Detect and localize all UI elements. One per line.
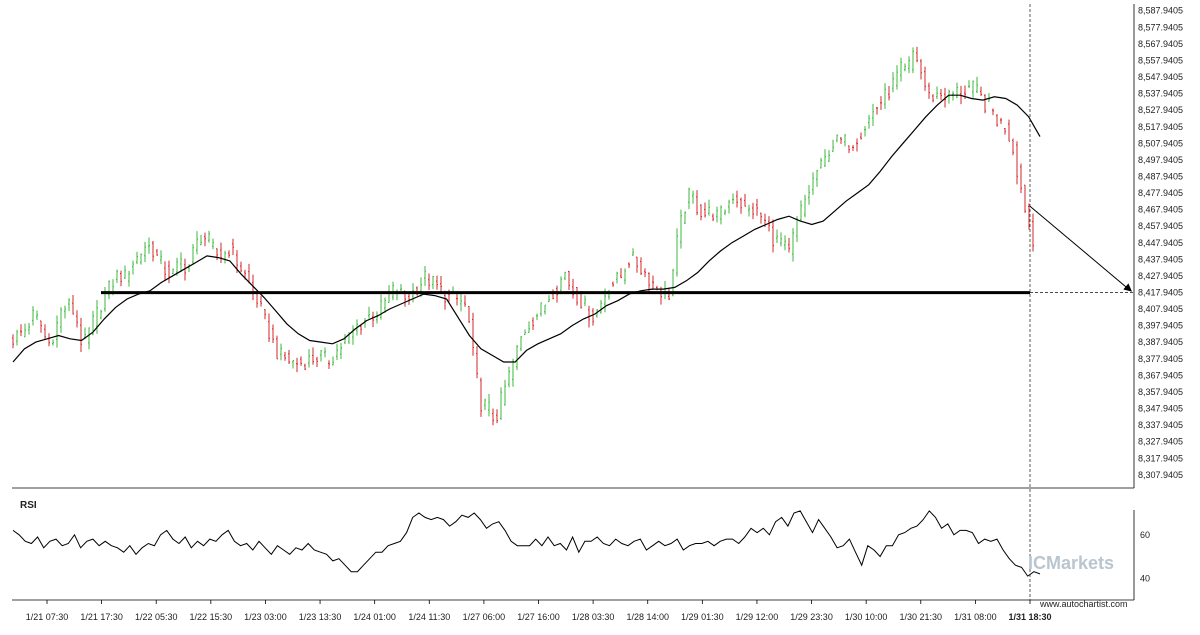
time-tick-label: 1/24 11:30 [408,612,450,622]
price-tick-label: 8,327.9405 [1138,437,1183,447]
price-tick-label: 8,547.9405 [1138,72,1183,82]
price-tick-label: 8,457.9405 [1138,221,1183,231]
time-tick-label: 1/23 13:30 [299,612,342,622]
brand-watermark: ICMarkets [1028,553,1114,573]
price-tick-label: 8,317.9405 [1138,453,1183,463]
brand-link[interactable]: www.autochartist.com [1039,599,1128,609]
rsi-line [12,510,1041,577]
moving-average-line [12,94,1041,363]
price-tick-label: 8,467.9405 [1138,205,1183,215]
time-tick-label: 1/21 17:30 [80,612,123,622]
price-axis-labels: 8,587.9405 8,577.9405 8,567.9405 8,557.9405… [1138,6,1183,480]
forecast-arrow-head [1123,283,1132,292]
time-tick-label: 1/30 10:00 [845,612,888,622]
price-tick-label: 8,377.9405 [1138,354,1183,364]
time-tick-label: 1/24 01:00 [353,612,396,622]
time-tick-label: 1/29 12:00 [736,612,779,622]
price-tick-label: 8,307.9405 [1138,470,1183,480]
price-tick-label: 8,447.9405 [1138,238,1183,248]
price-tick-label: 8,387.9405 [1138,337,1183,347]
price-tick-label: 8,557.9405 [1138,55,1183,65]
price-tick-label: 8,417.9405 [1138,288,1183,298]
price-tick-label: 8,477.9405 [1138,188,1183,198]
price-tick-label: 8,347.9405 [1138,404,1183,414]
forecast-arrow [1029,205,1129,289]
price-tick-label: 8,397.9405 [1138,321,1183,331]
time-tick-label: 1/22 05:30 [135,612,178,622]
time-tick-label: 1/23 03:00 [244,612,287,622]
time-axis-labels: 1/21 07:30 1/21 17:30 1/22 05:30 1/22 15:30… [26,600,1052,622]
price-tick-label: 8,567.9405 [1138,39,1183,49]
price-tick-label: 8,497.9405 [1138,155,1183,165]
time-tick-label: 1/21 07:30 [26,612,69,622]
time-tick-label: 1/31 18:30 [1008,612,1051,622]
time-tick-label: 1/29 01:30 [681,612,724,622]
price-tick-label: 8,367.9405 [1138,370,1183,380]
rsi-tick-label: 60 [1140,530,1150,540]
rsi-tick-label: 40 [1140,573,1150,583]
time-tick-label: 1/28 14:00 [626,612,669,622]
price-tick-label: 8,337.9405 [1138,420,1183,430]
price-tick-label: 8,507.9405 [1138,138,1183,148]
price-tick-label: 8,517.9405 [1138,122,1183,132]
price-tick-label: 8,587.9405 [1138,6,1183,16]
time-tick-label: 1/28 03:30 [572,612,615,622]
candles-group [12,46,1034,426]
time-tick-label: 1/27 06:00 [463,612,506,622]
rsi-axis-labels: 60 40 [1140,530,1150,583]
price-tick-label: 8,427.9405 [1138,271,1183,281]
time-tick-label: 1/27 16:00 [517,612,560,622]
time-tick-label: 1/22 15:30 [190,612,233,622]
time-tick-label: 1/29 23:30 [790,612,833,622]
price-tick-label: 8,527.9405 [1138,105,1183,115]
price-tick-label: 8,577.9405 [1138,22,1183,32]
time-tick-label: 1/30 21:30 [900,612,943,622]
price-tick-label: 8,487.9405 [1138,171,1183,181]
price-tick-label: 8,407.9405 [1138,304,1183,314]
price-tick-label: 8,357.9405 [1138,387,1183,397]
price-tick-label: 8,437.9405 [1138,254,1183,264]
time-tick-label: 1/31 08:00 [954,612,997,622]
rsi-panel-title: RSI [20,500,37,511]
price-tick-label: 8,537.9405 [1138,89,1183,99]
